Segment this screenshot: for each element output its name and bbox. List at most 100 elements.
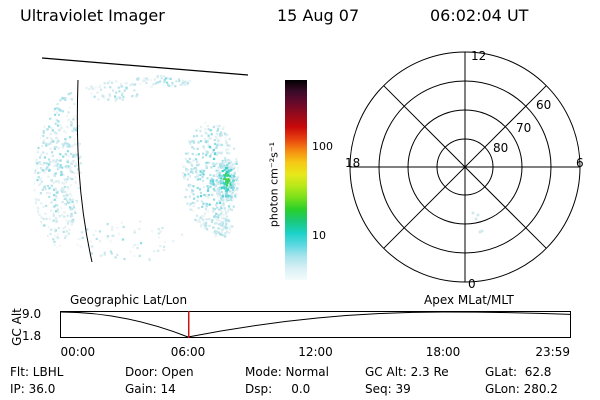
emission-pixel (64, 165, 67, 168)
emission-pixel (44, 93, 47, 96)
emission-pixel (34, 180, 35, 183)
emission-pixel (237, 175, 240, 178)
emission-pixel (163, 78, 166, 81)
emission-pixel (34, 197, 36, 200)
emission-pixel (225, 220, 228, 223)
emission-pixel (53, 174, 56, 177)
emission-pixel (208, 203, 211, 206)
emission-pixel (56, 111, 59, 114)
emission-pixel (200, 223, 203, 226)
emission-pixel (215, 162, 218, 165)
emission-pixel (57, 147, 60, 150)
emission-pixel (223, 175, 226, 178)
emission-pixel (196, 160, 199, 163)
emission-pixel (131, 83, 134, 86)
emission-pixel (65, 234, 68, 238)
emission-pixel (103, 82, 106, 85)
emission-pixel (48, 169, 51, 172)
emission-pixel (214, 189, 217, 192)
emission-pixel (120, 83, 123, 86)
emission-pixel (115, 91, 118, 94)
emission-pixel (45, 217, 48, 220)
emission-pixel (52, 159, 55, 162)
emission-pixel (205, 218, 208, 221)
emission-pixel (37, 125, 40, 128)
emission-pixel (199, 130, 202, 133)
emission-pixel (195, 170, 198, 174)
emission-pixel (138, 254, 141, 257)
emission-pixel (217, 172, 220, 175)
emission-pixel (236, 187, 239, 190)
emission-pixel (52, 181, 55, 184)
emission-pixel (74, 128, 77, 131)
emission-pixel (42, 131, 45, 134)
emission-pixel (227, 195, 230, 198)
emission-pixel (196, 220, 199, 223)
emission-pixel (225, 200, 228, 204)
emission-pixel (53, 173, 56, 176)
timeline-xtick-0: 00:00 (61, 345, 96, 359)
emission-pixel (37, 218, 40, 221)
emission-pixel (184, 82, 187, 85)
emission-pixel (103, 96, 106, 100)
emission-pixel (36, 118, 39, 121)
emission-pixel (56, 204, 59, 207)
emission-pixel (227, 208, 230, 211)
emission-pixel (40, 176, 43, 180)
emission-pixel (64, 225, 67, 229)
emission-pixel (73, 171, 76, 175)
emission-pixel (149, 79, 152, 82)
emission-pixel (212, 125, 215, 128)
emission-pixel (196, 178, 199, 181)
emission-pixel (228, 144, 231, 147)
emission-pixel (80, 231, 84, 234)
emission-pixel (46, 136, 49, 140)
emission-pixel (221, 222, 225, 225)
emission-pixel (220, 166, 223, 169)
emission-pixel (39, 167, 43, 170)
emission-pixel (169, 77, 172, 80)
emission-pixel (237, 166, 240, 169)
emission-pixel (160, 77, 163, 80)
emission-pixel (207, 128, 210, 131)
emission-pixel (44, 82, 47, 85)
emission-pixel (74, 172, 77, 175)
emission-pixel (53, 188, 56, 191)
emission-pixel (225, 226, 229, 229)
emission-pixel (232, 193, 235, 196)
emission-pixel (66, 166, 69, 170)
emission-pixel (230, 168, 233, 171)
emission-pixel (92, 88, 95, 91)
emission-pixel (222, 162, 225, 166)
emission-pixel (57, 211, 60, 214)
emission-pixel (208, 161, 211, 164)
emission-pixel (220, 181, 223, 184)
emission-pixel (55, 218, 58, 221)
emission-pixel (47, 94, 50, 97)
emission-pixel (199, 225, 203, 228)
emission-pixel (64, 138, 67, 141)
emission-pixel (209, 185, 212, 188)
emission-pixel (218, 191, 222, 194)
emission-pixel (202, 186, 205, 189)
emission-pixel (187, 160, 190, 164)
emission-pixel (228, 227, 231, 230)
emission-pixel (219, 195, 222, 198)
emission-pixel (70, 124, 73, 127)
emission-pixel (44, 171, 47, 174)
emission-pixel (210, 133, 213, 136)
emission-pixel (226, 158, 230, 161)
emission-pixel (157, 249, 160, 252)
emission-pixel (225, 213, 228, 216)
emission-pixel (123, 258, 126, 261)
emission-pixel (143, 77, 146, 80)
emission-pixel (31, 177, 33, 179)
emission-pixel (191, 152, 194, 156)
emission-pixel (79, 245, 82, 248)
emission-pixel (41, 116, 44, 119)
emission-pixel (221, 127, 224, 130)
emission-pixel (73, 138, 76, 141)
emission-pixel (111, 234, 114, 237)
emission-pixel (138, 227, 141, 230)
emission-pixel (48, 75, 52, 76)
